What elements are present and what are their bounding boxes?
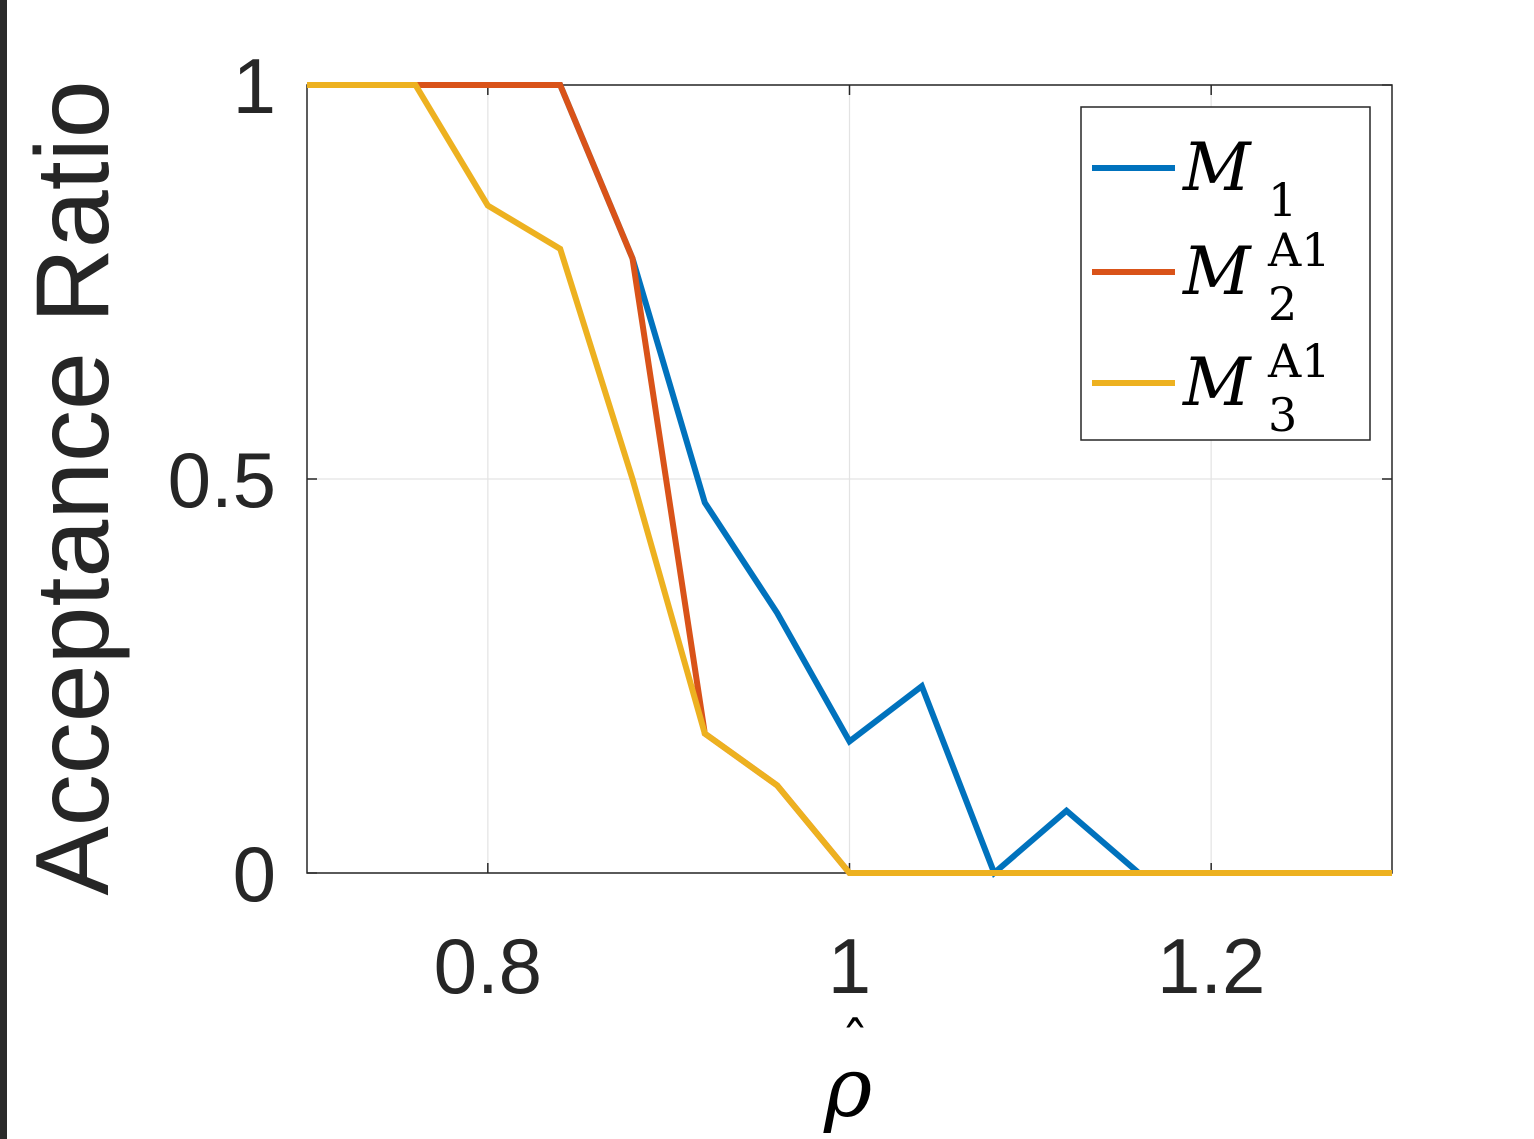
y-axis-title: Acceptance Ratio bbox=[15, 80, 131, 895]
window-edge bbox=[0, 0, 7, 1139]
legend-label-sub: 3 bbox=[1268, 388, 1297, 442]
legend-label-sup: A1 bbox=[1267, 223, 1331, 277]
y-tick-labels: 00.51 bbox=[168, 42, 276, 918]
series-line-3 bbox=[307, 82, 1392, 876]
legend-label-main: M bbox=[1182, 233, 1252, 310]
x-tick-labels: 0.8 1 1.2 bbox=[434, 922, 1266, 1010]
y-tick-label: 0.5 bbox=[168, 436, 276, 524]
y-tick-label: 0 bbox=[233, 830, 276, 918]
x-axis-title-hat: ˆ bbox=[841, 1011, 869, 1076]
legend-label-sub: 1 bbox=[1268, 173, 1297, 227]
legend-label-sup: A1 bbox=[1267, 334, 1331, 388]
legend-item-3: M 3A1 bbox=[1092, 334, 1331, 442]
legend-label-main: M bbox=[1182, 129, 1252, 206]
legend-label-sub: 2 bbox=[1268, 277, 1297, 331]
x-tick-label: 1.2 bbox=[1157, 922, 1265, 1010]
x-tick-label: 1 bbox=[828, 922, 871, 1010]
x-axis-title: ρ ˆ bbox=[823, 1011, 872, 1136]
x-tick-label: 0.8 bbox=[434, 922, 542, 1010]
y-tick-label: 1 bbox=[233, 42, 276, 130]
legend-label-main: M bbox=[1182, 344, 1252, 421]
legend-item-2: M 2A1 bbox=[1092, 223, 1331, 331]
x-axis-title-rho: ρ bbox=[823, 1041, 872, 1136]
series-lines bbox=[307, 82, 1392, 879]
